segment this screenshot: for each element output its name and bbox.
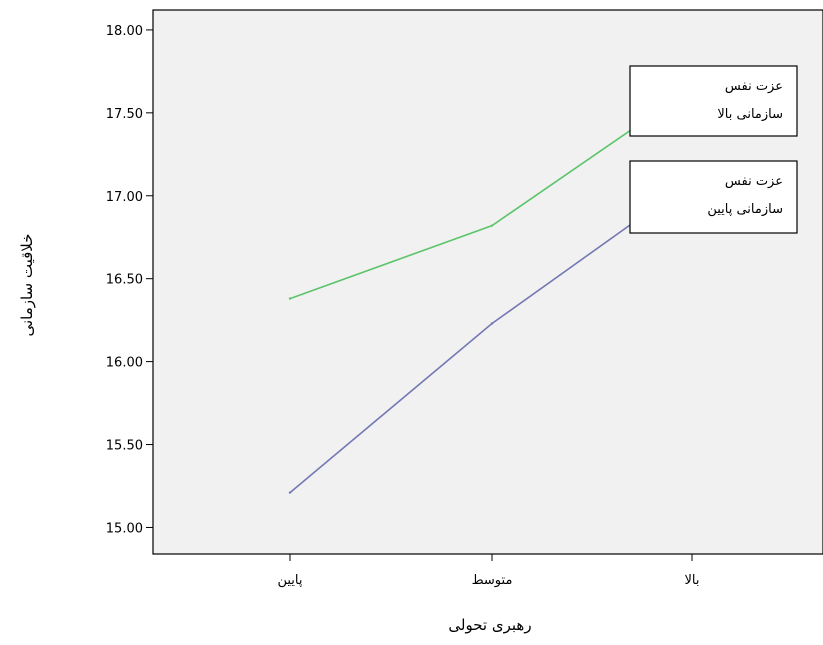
series-label-line: سازمانی بالا [717, 107, 783, 122]
x-axis-title: رهبری تحولی [448, 616, 531, 634]
y-tick-label: 17.50 [106, 107, 143, 122]
y-axis: 15.00 15.50 16.00 16.50 17.00 17.50 18.00 [106, 24, 153, 536]
series-label-line: عزت نفس [725, 174, 783, 189]
series-label-line: سازمانی پایین [707, 202, 783, 217]
x-tick-label: بالا [685, 573, 700, 588]
data-point [288, 297, 292, 300]
series-label-line: عزت نفس [725, 79, 783, 94]
y-tick-label: 15.00 [106, 521, 143, 536]
y-tick-label: 17.00 [106, 190, 143, 205]
label-box-frame [629, 65, 798, 137]
series-label-box-0: عزت نفس سازمانی بالا [629, 65, 798, 137]
x-axis: پایین متوسط بالا [277, 554, 700, 588]
label-box-frame [629, 160, 798, 234]
y-tick-label: 16.00 [106, 356, 143, 371]
y-tick-label: 16.50 [106, 273, 143, 288]
x-tick-label: پایین [277, 573, 302, 588]
series-label-box-1: عزت نفس سازمانی پایین [629, 160, 798, 234]
series-labels: عزت نفس سازمانی بالا عزت نفس سازمانی پایین [629, 65, 798, 234]
data-point [490, 322, 494, 325]
data-point [288, 491, 292, 494]
y-axis-title: خلاقیت سازمانی [18, 233, 36, 336]
y-tick-label: 15.50 [106, 439, 143, 454]
x-tick-label: متوسط [472, 573, 513, 588]
data-point [490, 224, 494, 227]
y-tick-label: 18.00 [106, 24, 143, 39]
